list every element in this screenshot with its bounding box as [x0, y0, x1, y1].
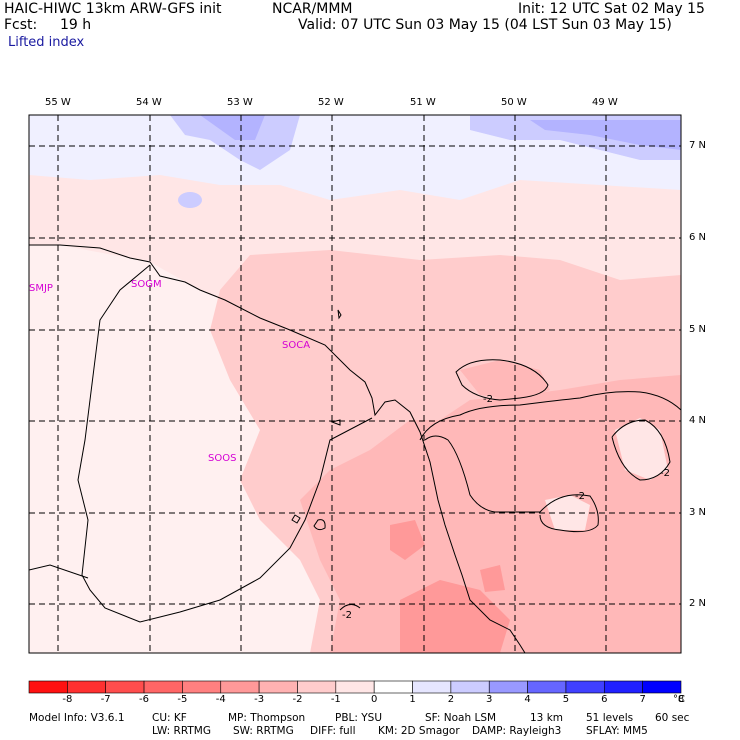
- colorbar-tick: -8: [62, 694, 73, 705]
- colorbar-swatch: [297, 680, 337, 694]
- unstable-cell-c: [480, 565, 505, 592]
- contour-label: -2: [575, 491, 585, 502]
- colorbar-tick: 5: [562, 694, 570, 705]
- lon-label: 49 W: [592, 97, 618, 108]
- stable-patch: [178, 192, 202, 208]
- lon-label: 52 W: [318, 97, 344, 108]
- model-info-item: 51 levels: [586, 712, 634, 724]
- colorbar-tick: 0: [370, 694, 378, 705]
- coastline: [29, 244, 526, 653]
- colorbar-tick: 6: [601, 694, 608, 705]
- colorbar-swatch: [105, 680, 145, 694]
- lat-label: 5 N: [689, 324, 707, 335]
- colorbar-tick: -2: [292, 694, 303, 705]
- colorbar-tick: -3: [254, 694, 265, 705]
- map-frame: [28, 114, 682, 654]
- colorbar-tick: 2: [447, 694, 455, 705]
- unstable-cell-north: [460, 360, 550, 400]
- colorbar-tick: -1: [330, 694, 341, 705]
- fcst-value: 19 h: [60, 17, 92, 33]
- unstable-cell-b: [400, 580, 510, 653]
- colorbar-tick: -7: [100, 694, 111, 705]
- model-info-item: 13 km: [530, 712, 564, 724]
- field-name: Lifted index: [8, 35, 85, 50]
- colorbar-tick: 4: [524, 694, 531, 705]
- colorbar-tick: -4: [215, 694, 226, 705]
- colorbar-swatch: [67, 680, 107, 694]
- contour-label: -2: [483, 394, 493, 405]
- lat-label: 4 N: [689, 415, 707, 426]
- stable-pocket-south: [545, 495, 590, 530]
- model-title: HAIC-HIWC 13km ARW-GFS init: [4, 1, 222, 17]
- model-info-item: PBL: YSU: [335, 712, 383, 724]
- lon-label: 53 W: [227, 97, 253, 108]
- model-info-item: SW: RRTMG: [233, 725, 294, 737]
- lat-label: 6 N: [689, 232, 707, 243]
- model-info-item: 60 sec: [655, 712, 690, 724]
- lat-label: 2 N: [689, 598, 707, 609]
- model-info-item: DIFF: full: [310, 725, 356, 737]
- colorbar-swatch: [565, 680, 605, 694]
- station-label: SMJP: [29, 283, 53, 294]
- model-info-item: DAMP: Rayleigh3: [472, 725, 562, 737]
- colorbar-swatch: [258, 680, 298, 694]
- fcst-label: Fcst:: [4, 17, 38, 33]
- model-info-item: CU: KF: [152, 712, 187, 724]
- colorbar-swatch: [335, 680, 375, 694]
- colorbar-tick: 3: [486, 694, 493, 705]
- stable-pocket-east: [615, 418, 668, 480]
- model-info-item: SF: Noah LSM: [425, 712, 497, 724]
- station-label: SOOS: [208, 453, 237, 464]
- model-info-item: Model Info: V3.6.1: [29, 712, 125, 724]
- stable-core-west: [170, 115, 300, 170]
- colorbar-tick: -5: [177, 694, 188, 705]
- stable-peak-west: [200, 115, 265, 140]
- lon-label: 51 W: [410, 97, 436, 108]
- colorbar-swatch: [603, 680, 643, 694]
- unstable-cell-a: [390, 520, 425, 560]
- colorbar-tick: 8: [677, 694, 685, 705]
- contour-label: -2: [342, 610, 352, 621]
- org-label: NCAR/MMM: [272, 1, 353, 17]
- colorbar-tick: 7: [639, 694, 646, 705]
- lon-label: 50 W: [501, 97, 527, 108]
- graticule: [29, 115, 681, 653]
- lat-label: 3 N: [689, 507, 707, 518]
- lat-label: 7 N: [689, 140, 707, 151]
- colorbar-swatch: [373, 680, 413, 694]
- colorbar-swatch: [488, 680, 528, 694]
- unstable-zone-strong: [300, 375, 681, 653]
- contour-label: -2: [660, 468, 670, 479]
- colorbar-tick: 1: [409, 694, 416, 705]
- colorbar-swatch: [143, 680, 183, 694]
- model-info-item: MP: Thompson: [228, 712, 306, 724]
- colorbar-swatch: [182, 680, 222, 694]
- colorbar-swatch: [412, 680, 452, 694]
- colorbar-swatch: [220, 680, 260, 694]
- model-info-item: SFLAY: MM5: [586, 725, 648, 737]
- model-info-item: KM: 2D Smagor: [378, 725, 460, 737]
- model-info-item: LW: RRTMG: [152, 725, 211, 737]
- colorbar-unit: °C: [673, 694, 685, 705]
- station-label: SOCA: [282, 340, 311, 351]
- lon-label: 54 W: [136, 97, 162, 108]
- valid-time: Valid: 07 UTC Sun 03 May 15 (04 LST Sun …: [298, 17, 672, 33]
- init-time: Init: 12 UTC Sat 02 May 15: [518, 1, 705, 17]
- station-label: SOGM: [131, 279, 162, 290]
- colorbar-swatch: [28, 680, 68, 694]
- lon-label: 55 W: [45, 97, 71, 108]
- colorbar-swatch: [450, 680, 490, 694]
- colorbar-swatch: [527, 680, 567, 694]
- colorbar-swatch: [642, 680, 682, 694]
- colorbar-tick: -6: [139, 694, 150, 705]
